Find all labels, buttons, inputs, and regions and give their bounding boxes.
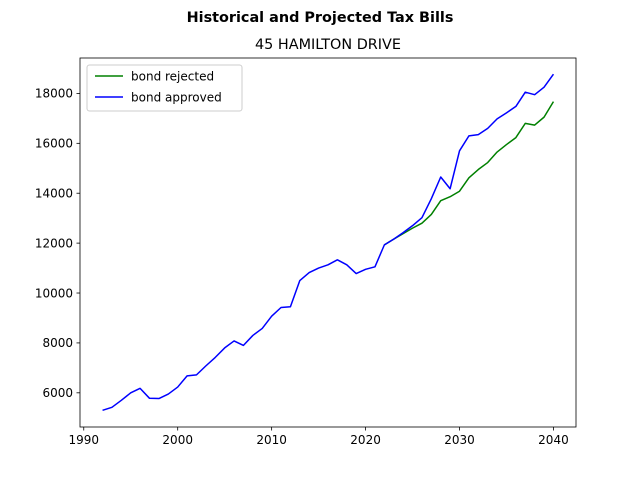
series-line-0 xyxy=(383,101,555,246)
x-tick-label-3: 2020 xyxy=(350,433,381,447)
legend-label-1: bond approved xyxy=(131,90,222,104)
x-tick-label-5: 2040 xyxy=(538,433,569,447)
x-tick-label-1: 2000 xyxy=(162,433,193,447)
series-layer xyxy=(102,73,555,411)
x-tick-label-0: 1990 xyxy=(68,433,99,447)
y-tick-label-6: 18000 xyxy=(35,87,73,101)
chart-title: Historical and Projected Tax Bills xyxy=(187,10,454,26)
plot-frame xyxy=(79,57,577,428)
y-tick-label-2: 10000 xyxy=(35,286,73,300)
y-tick-label-4: 14000 xyxy=(35,187,73,201)
legend-box xyxy=(86,64,243,112)
legend-label-0: bond rejected xyxy=(131,69,214,83)
series-line-1 xyxy=(102,73,555,411)
y-tick-label-0: 6000 xyxy=(42,386,73,400)
axes-layer: 1990 2000 2010 2020 2030 2040 6000 8000 10000 120… xyxy=(35,57,577,447)
y-tick-label-5: 16000 xyxy=(35,137,73,151)
legend: bond rejected bond approved xyxy=(86,64,243,112)
y-tick-label-1: 8000 xyxy=(42,336,73,350)
x-tick-label-4: 2030 xyxy=(444,433,475,447)
x-tick-label-2: 2010 xyxy=(256,433,287,447)
y-tick-label-3: 12000 xyxy=(35,236,73,250)
chart-subtitle: 45 HAMILTON DRIVE xyxy=(255,37,401,53)
